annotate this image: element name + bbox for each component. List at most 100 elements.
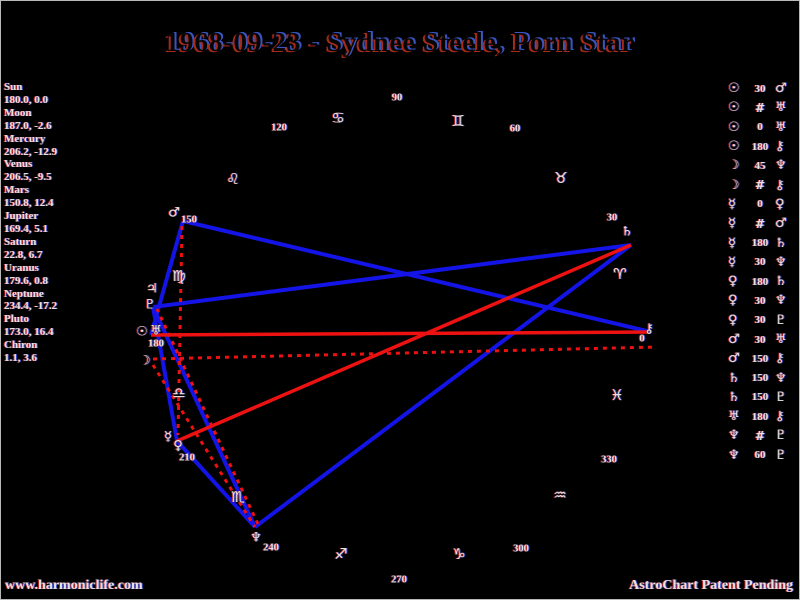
aspect-row-venus-30-neptune: ♀ 30 ♆: [728, 291, 798, 310]
uranus-icon: ♅: [775, 332, 787, 347]
planet-values-chiron: 1.1, 3.6: [4, 352, 37, 365]
planet-name-pluto: Pluto: [4, 313, 30, 326]
degree-label-30: 30: [606, 212, 618, 224]
aspect-value: #: [754, 216, 766, 231]
patent-notice: AstroChart Patent Pending: [629, 578, 793, 593]
planet-values-uranus: 179.6, 0.8: [4, 274, 48, 287]
planet-name-saturn: Saturn: [4, 235, 37, 248]
planet-values-moon: 187.0, -2.6: [4, 119, 52, 132]
degree-label-0: 0: [639, 333, 645, 345]
aspect-line-mercury-semisextile-neptune: [175, 439, 257, 529]
mars-icon: ♂: [728, 351, 740, 367]
moon-icon: ☽: [728, 158, 740, 174]
planet-name-chiron: Chiron: [4, 339, 38, 352]
sign-glyph-virgo: ♍: [172, 267, 186, 285]
uranus-icon: ♅: [775, 100, 787, 116]
aspect-row-mars-150-chiron: ♂ 150 ⚷: [728, 349, 798, 368]
sign-glyph-taurus: ♉: [554, 169, 568, 187]
planet-values-pluto: 173.0, 16.4: [4, 326, 54, 339]
planet-glyph-neptune: ♆: [250, 530, 262, 546]
planet-position-list: Sun 180.0, 0.0 Moon 187.0, -2.6 Mercury 206.2…: [4, 81, 124, 365]
degree-label-210: 210: [179, 452, 195, 464]
moon-icon: ☽: [728, 177, 740, 193]
sun-icon: ☉: [728, 119, 740, 135]
sign-glyph-sagittarius: ♐: [334, 545, 348, 563]
aspect-value: 180: [751, 410, 769, 423]
sun-icon: ☉: [728, 81, 740, 97]
planet-name-mercury: Mercury: [4, 132, 46, 145]
saturn-icon: ♄: [775, 274, 787, 290]
mercury-icon: ☿: [728, 196, 736, 212]
website-link[interactable]: www.harmoniclife.com: [5, 578, 143, 593]
chiron-icon: ⚷: [775, 351, 785, 367]
pluto-icon: ♇: [775, 428, 787, 444]
aspect-row-sun-180-chiron: ☉ 180 ⚷: [728, 137, 798, 156]
aspect-line-saturn-quincunx-neptune: [253, 243, 633, 529]
aspect-value: #: [754, 100, 766, 115]
degree-label-90: 90: [391, 92, 403, 104]
neptune-icon: ♆: [728, 447, 740, 463]
planet-name-sun: Sun: [4, 81, 23, 93]
planet-glyph-pluto: ♇: [144, 297, 156, 313]
aspect-value: 30: [754, 294, 766, 307]
aspect-line-sun-opposition-chiron: [150, 330, 652, 337]
aspect-value: 0: [757, 121, 763, 134]
neptune-icon: ♆: [728, 428, 740, 444]
aspect-row-mercury-180-saturn: ☿ 180 ♄: [728, 233, 798, 252]
aspect-row-mercury-0-venus: ☿ 0 ♀: [728, 195, 798, 214]
aspect-line-neptune-sextile-pluto: [151, 306, 257, 528]
mercury-icon: ☿: [728, 254, 736, 270]
sign-glyph-aries: ♈: [613, 265, 627, 283]
saturn-icon: ♄: [728, 370, 740, 386]
aspect-line-mars-quincunx-chiron: [182, 219, 652, 334]
saturn-icon: ♄: [775, 235, 787, 251]
aspect-row-saturn-150-neptune: ♄ 150 ♆: [728, 368, 798, 387]
aspect-row-sun-#-uranus: ☉ # ♅: [728, 98, 798, 117]
degree-label-120: 120: [271, 122, 287, 134]
aspect-row-neptune-60-pluto: ♆ 60 ♇: [728, 446, 798, 465]
aspect-value: 60: [754, 449, 766, 462]
neptune-icon: ♆: [775, 158, 787, 174]
aspect-row-neptune-#-pluto: ♆ # ♇: [728, 426, 798, 445]
pluto-icon: ♇: [775, 312, 787, 328]
neptune-icon: ♆: [775, 370, 787, 386]
chiron-icon: ⚷: [775, 177, 785, 193]
degree-label-150: 150: [181, 214, 197, 226]
sign-glyph-scorpio: ♏: [231, 488, 245, 506]
planet-name-uranus: Uranus: [4, 261, 39, 274]
planet-values-mercury: 206.2, -12.9: [4, 145, 58, 158]
aspect-value: #: [754, 178, 766, 193]
aspect-row-moon-#-chiron: ☽ # ⚷: [728, 175, 798, 194]
aspect-value: 0: [757, 198, 763, 211]
saturn-icon: ♄: [728, 389, 740, 405]
aspect-row-mars-30-uranus: ♂ 30 ♅: [728, 330, 798, 349]
aspect-value: 30: [754, 314, 766, 327]
mars-icon: ♂: [775, 81, 787, 97]
degree-label-60: 60: [509, 123, 521, 135]
aspect-row-venus-180-saturn: ♀ 180 ♄: [728, 272, 798, 291]
aspect-value: 30: [754, 333, 766, 346]
aspect-row-uranus-180-chiron: ♅ 180 ⚷: [728, 407, 798, 426]
sign-glyph-pisces: ♓: [610, 386, 624, 404]
planet-values-neptune: 234.4, -17.2: [4, 300, 58, 313]
venus-icon: ♀: [775, 196, 785, 212]
chart-title: 1968-09-23 - Sydnee Steele, Porn Star: [165, 27, 635, 57]
pluto-icon: ♇: [775, 389, 787, 405]
uranus-icon: ♅: [728, 409, 740, 425]
aspect-value: 30: [754, 82, 766, 95]
aspect-line-saturn-quincunx-pluto: [152, 243, 632, 309]
sign-glyph-libra: ♎: [172, 384, 186, 402]
neptune-icon: ♆: [775, 254, 787, 270]
sign-glyph-gemini: ♊: [451, 112, 465, 130]
planet-glyph-mercury: ☿: [164, 429, 172, 445]
planet-name-mars: Mars: [4, 184, 30, 197]
planet-glyph-moon: ☽: [139, 353, 151, 369]
degree-label-270: 270: [391, 574, 407, 586]
neptune-icon: ♆: [775, 293, 787, 309]
aspect-line-neptune-contraparallel-pluto: [155, 308, 260, 525]
aspect-row-mercury-30-neptune: ☿ 30 ♆: [728, 253, 798, 272]
aspect-row-saturn-150-pluto: ♄ 150 ♇: [728, 388, 798, 407]
